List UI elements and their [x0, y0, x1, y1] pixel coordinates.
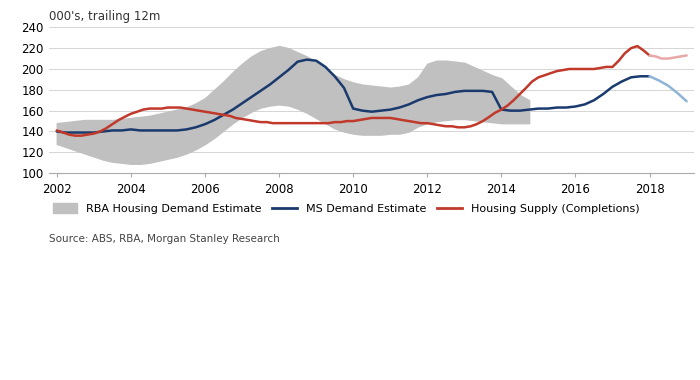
Text: 000's, trailing 12m: 000's, trailing 12m: [50, 10, 161, 23]
Text: Source: ABS, RBA, Morgan Stanley Research: Source: ABS, RBA, Morgan Stanley Researc…: [50, 234, 280, 244]
Legend: RBA Housing Demand Estimate, MS Demand Estimate, Housing Supply (Completions): RBA Housing Demand Estimate, MS Demand E…: [52, 203, 639, 214]
